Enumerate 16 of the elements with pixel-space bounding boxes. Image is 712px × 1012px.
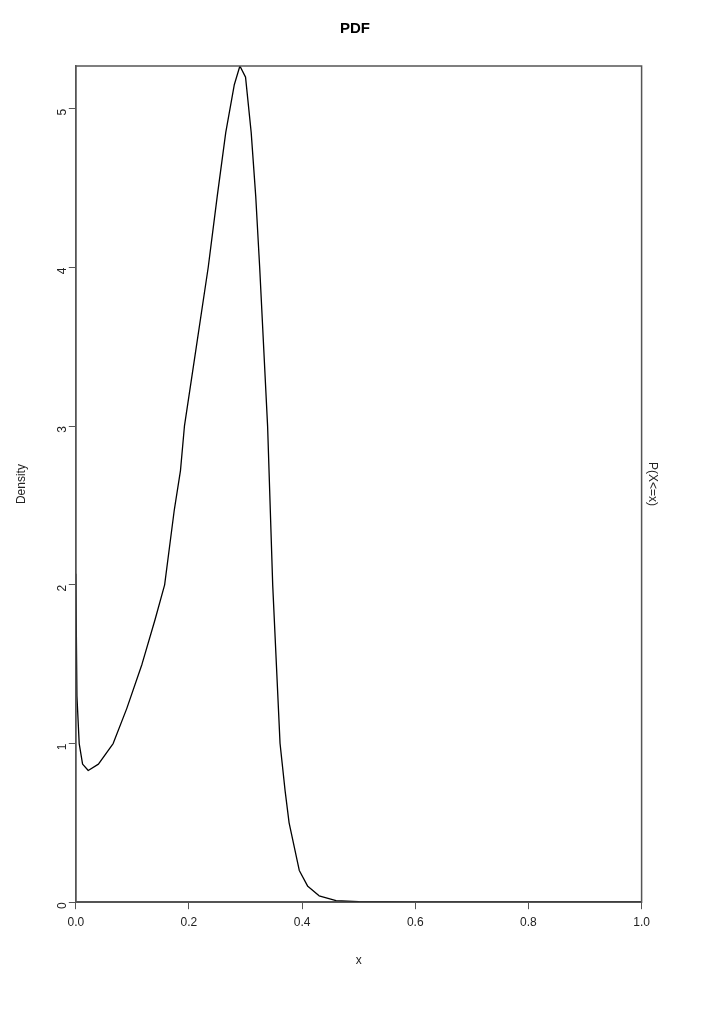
y-tick-label: 5 (55, 108, 70, 116)
x-tick-label: 1.0 (633, 914, 651, 929)
x-tick-label: 0.0 (67, 914, 85, 929)
y-tick-label: 3 (55, 425, 70, 433)
x-tick-label: 0.8 (520, 914, 538, 929)
y-tick-label: 4 (55, 267, 70, 275)
y-axis-title: Density (13, 464, 28, 505)
x-tick-label: 0.2 (180, 914, 198, 929)
x-axis-title: x (355, 953, 362, 968)
y-tick-label: 2 (55, 584, 70, 592)
x-tick-label: 0.6 (406, 914, 424, 929)
y2-axis-title: P(X<=x) (646, 462, 661, 507)
y-tick-label: 0 (55, 901, 70, 909)
chart-title: PDF (340, 19, 370, 37)
y-tick-label: 1 (55, 743, 70, 751)
x-tick-label: 0.4 (293, 914, 311, 929)
